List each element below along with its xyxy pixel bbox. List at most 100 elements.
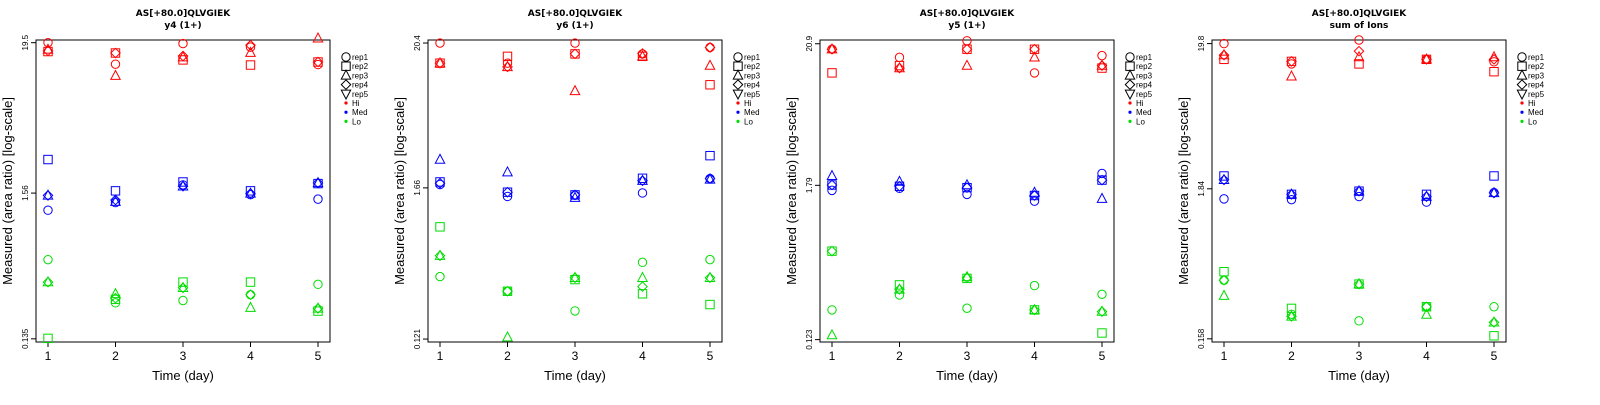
x-tick-label: 3 [180,349,187,363]
legend-label-med: Med [352,108,368,117]
data-point-hi-rep2 [1489,67,1499,77]
data-point-hi-rep4 [245,39,256,51]
data-point-med-rep3 [1353,184,1365,196]
data-point-lo-rep1 [1354,316,1364,326]
data-point-lo-rep3 [1353,277,1365,289]
data-point-med-rep4 [1286,188,1297,200]
data-point-hi-rep3 [1353,50,1365,62]
y-tick-label: 1.56 [21,185,30,201]
data-point-hi-rep1 [313,59,323,70]
chart-svg-3: AS[+80.0]QLVGIEK y5 (1+) 0.123 1.79 20.9 1 2 3 4… [784,9,1153,383]
chart-title: AS[+80.0]QLVGIEK [1312,9,1407,19]
x-tick-label: 1 [829,349,836,363]
data-point-lo-rep3 [704,271,716,282]
legend-symbol-lo [736,119,740,123]
legend-label-rep2: rep2 [744,62,761,71]
legend-symbol-rep4 [1124,79,1136,91]
legend-symbol-rep3 [1124,69,1136,80]
data-point-lo-rep1 [570,306,580,316]
data-point-lo-rep1 [1286,309,1297,320]
legend-label-rep5: rep5 [352,90,369,99]
data-point-lo-rep4 [826,245,838,257]
x-tick-label: 2 [1288,349,1295,363]
data-point-med-rep3 [501,165,514,177]
data-point-hi-rep4 [434,57,446,69]
y-tick-label: 0.121 [413,329,422,350]
data-point-hi-rep2 [245,60,256,70]
data-point-med-rep3 [1096,192,1108,203]
data-point-hi-rep1 [1029,68,1040,78]
data-point-med-rep3 [636,174,649,185]
data-point-lo-rep4 [1218,274,1230,286]
x-axis-label: Time (day) [1328,368,1390,383]
data-point-med-rep4 [637,175,648,187]
chart-panel-1: AS[+80.0]QLVGIEK y4 (1+) 0.135 1.56 19.5 1 2 3 4… [0,0,400,400]
data-point-hi-rep3 [569,84,581,96]
legend-symbol-rep1 [1517,52,1527,62]
legend-label-rep3: rep3 [1528,71,1545,80]
data-point-lo-rep2 [637,289,648,299]
data-point-lo-rep1 [705,254,715,265]
legend-symbol-rep4 [1516,79,1528,91]
data-point-hi-rep3 [244,46,257,57]
x-tick-label: 2 [896,349,903,363]
data-point-lo-rep4 [177,282,189,294]
legend-label-rep3: rep3 [352,71,369,80]
legend-symbol-med [344,110,348,114]
x-tick-label: 2 [112,349,119,363]
data-point-med-rep1 [43,205,53,215]
data-point-hi-rep4 [1218,49,1230,61]
data-point-hi-rep3 [1028,51,1041,62]
data-point-lo-rep2 [705,299,715,310]
y-tick-label: 20.4 [413,35,422,51]
y-tick-label: 1.79 [805,177,814,193]
legend-symbol-rep3 [1516,69,1528,80]
legend-label-hi: Hi [1136,99,1144,108]
legend-label-rep4: rep4 [352,81,369,90]
data-point-hi-rep1 [178,38,188,49]
data-point-hi-rep1 [1097,50,1107,61]
data-point-lo-rep4 [1353,278,1365,290]
y-tick-label: 20.9 [805,35,814,51]
y-tick-label: 19.5 [21,34,30,50]
data-point-lo-rep4 [704,272,716,284]
data-point-lo-rep4 [502,285,513,297]
legend-symbol-rep1 [341,52,351,62]
data-point-lo-rep1 [435,271,445,282]
data-point-lo-rep2 [178,277,188,287]
data-point-med-rep2 [1489,171,1499,181]
data-point-hi-rep2 [502,51,513,62]
data-point-med-rep2 [178,177,188,187]
data-point-lo-rep1 [637,257,648,268]
legend-label-rep1: rep1 [352,53,369,62]
x-axis-label: Time (day) [936,368,998,383]
y-tick-label: 0.123 [805,329,814,350]
data-point-lo-rep3 [42,275,54,287]
data-point-lo-rep3 [961,270,973,282]
data-point-hi-rep4 [826,43,838,55]
data-point-lo-rep2 [1097,328,1107,338]
data-point-hi-rep2 [894,60,905,71]
x-tick-label: 4 [247,349,254,363]
data-point-hi-rep3 [961,59,973,70]
legend-symbol-rep5 [340,89,352,101]
y-axis-label: Measured (area ratio) [log-scale] [1176,97,1191,285]
data-point-med-rep1 [313,194,323,204]
chart-subtitle: sum of Ions [1330,21,1389,31]
legend-label-lo: Lo [1528,117,1537,126]
data-point-hi-rep4 [110,47,121,59]
data-point-lo-rep3 [893,283,906,294]
data-point-med-rep4 [110,194,121,206]
data-point-hi-rep1 [705,42,715,53]
data-point-med-rep2 [1219,171,1229,181]
data-point-hi-rep3 [312,32,324,43]
chart-svg-4: AS[+80.0]QLVGIEK sum of Ions 0.158 1.84 19.8… [1176,9,1545,383]
data-point-lo-rep4 [1421,301,1432,313]
chart-panel-4: AS[+80.0]QLVGIEK sum of Ions 0.158 1.84 19.8… [1176,0,1576,400]
data-point-med-rep1 [1354,191,1364,202]
data-point-hi-rep1 [1354,35,1364,45]
x-tick-label: 3 [1356,349,1363,363]
data-point-hi-rep4 [312,56,324,68]
data-point-lo-rep2 [1286,303,1297,314]
legend-symbol-rep3 [340,69,352,80]
